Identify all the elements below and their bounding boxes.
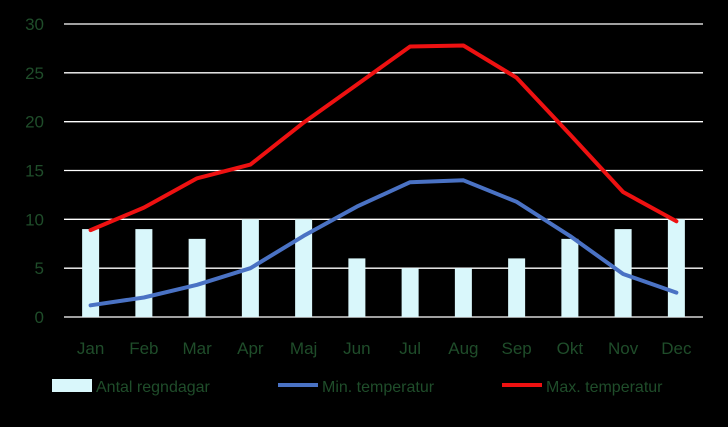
x-tick-label: Sep	[502, 339, 532, 358]
line-min-temperatur	[88, 178, 679, 308]
legend-item-max-temperatur: Max. temperatur	[502, 379, 663, 396]
bar-antal-regndagar-dec	[667, 219, 685, 317]
legend-item-min-temperatur: Min. temperatur	[278, 379, 435, 396]
y-tick-label: 5	[35, 259, 44, 278]
y-tick-label: 30	[25, 15, 44, 34]
x-tick-label: Jan	[77, 339, 104, 358]
bar-antal-regndagar-sep	[508, 258, 526, 317]
x-tick-label: Apr	[237, 339, 264, 358]
x-tick-label: Aug	[448, 339, 478, 358]
line-max-temperatur	[88, 43, 679, 233]
x-tick-label: Feb	[129, 339, 158, 358]
x-axis-ticks: Jan Feb Mar Apr Maj Jun Jul Aug Sep Okt Nov Dec	[77, 339, 692, 358]
x-tick-label: Mar	[182, 339, 212, 358]
bar-antal-regndagar-jul	[401, 268, 419, 317]
legend-swatch-antal-regndagar	[52, 379, 92, 392]
line-series	[88, 43, 679, 308]
bar-antal-regndagar-okt	[561, 238, 579, 317]
y-tick-label: 10	[25, 210, 44, 229]
x-tick-label: Okt	[557, 339, 584, 358]
gridlines	[64, 23, 703, 318]
x-tick-label: Jul	[399, 339, 421, 358]
bar-antal-regndagar-maj	[295, 219, 313, 317]
bar-antal-regndagar-feb	[135, 229, 153, 317]
y-tick-label: 20	[25, 113, 44, 132]
x-tick-label: Nov	[608, 339, 639, 358]
bar-antal-regndagar-jun	[348, 258, 366, 317]
legend-item-antal-regndagar: Antal regndagar	[52, 379, 211, 396]
legend-label-max-temperatur: Max. temperatur	[546, 379, 663, 396]
bar-antal-regndagar-mar	[188, 238, 206, 317]
bar-antal-regndagar-aug	[454, 268, 472, 317]
x-tick-label: Dec	[661, 339, 692, 358]
legend: Antal regndagar Min. temperatur Max. tem…	[52, 379, 663, 396]
bar-series-antal-regndagar	[82, 219, 685, 317]
y-tick-label: 15	[25, 162, 44, 181]
y-axis-ticks: 0 5 10 15 20 25 30	[25, 15, 44, 327]
x-tick-label: Jun	[343, 339, 370, 358]
bar-antal-regndagar-jan	[82, 229, 100, 317]
legend-label-antal-regndagar: Antal regndagar	[96, 379, 211, 396]
legend-label-min-temperatur: Min. temperatur	[322, 379, 435, 396]
y-tick-label: 0	[35, 308, 44, 327]
y-tick-label: 25	[25, 64, 44, 83]
x-tick-label: Maj	[290, 339, 317, 358]
